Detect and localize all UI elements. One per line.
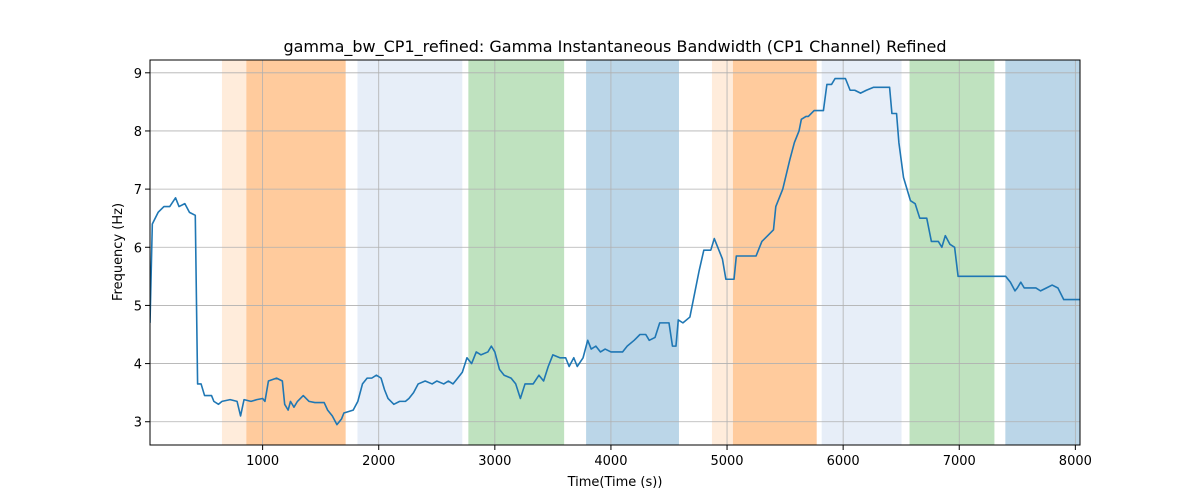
y-tick-label: 7 (134, 183, 142, 198)
lines (150, 77, 1080, 426)
y-tick-label: 6 (134, 241, 142, 256)
y-tick-label: 8 (134, 125, 142, 140)
spans (221, 60, 1080, 445)
y-axis-label: Frequency (Hz) (111, 203, 126, 301)
y-tick-label: 4 (134, 358, 142, 373)
x-tick-label: 7000 (943, 454, 976, 469)
span (711, 60, 817, 445)
chart-title: gamma_bw_CP1_refined: Gamma Instantaneou… (283, 37, 946, 57)
x-tick-label: 5000 (710, 454, 743, 469)
grid (150, 60, 1080, 445)
line (150, 77, 1080, 426)
span (221, 60, 346, 445)
span (357, 60, 463, 445)
x-tick-label: 8000 (1059, 454, 1092, 469)
y-tick-label: 3 (134, 416, 142, 431)
y-tick-label: 5 (134, 299, 142, 314)
x-tick-label: 4000 (594, 454, 627, 469)
x-tick-label: 1000 (246, 454, 279, 469)
span (732, 60, 817, 445)
span (1005, 60, 1080, 445)
x-tick-label: 6000 (827, 454, 860, 469)
x-axis-label: Time(Time (s)) (567, 475, 663, 490)
span (586, 60, 679, 445)
y-tick-label: 9 (134, 67, 142, 82)
span (909, 60, 995, 445)
span (246, 60, 346, 445)
x-tick-label: 3000 (478, 454, 511, 469)
x-tick-label: 2000 (362, 454, 395, 469)
axes: 1000 2000 3000 4000 5000 6000 7000 8000 3 4 5 6 7 8 9 (134, 59, 1092, 469)
plot-frame (149, 59, 1081, 446)
span (821, 60, 902, 445)
span (468, 60, 565, 445)
